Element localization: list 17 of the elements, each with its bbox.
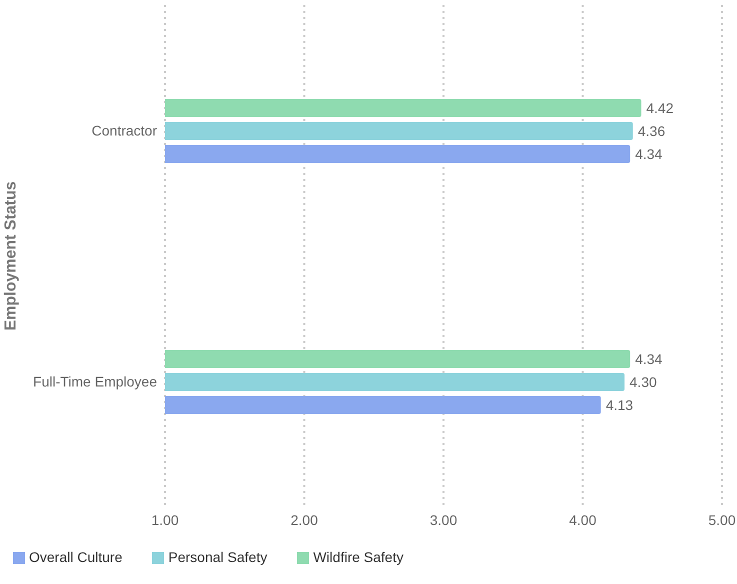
legend-label: Wildfire Safety [313,549,404,565]
data-label: 4.34 [635,146,663,162]
x-tick-label: 5.00 [708,512,736,528]
x-tick-label: 2.00 [290,512,318,528]
data-label: 4.36 [638,123,666,139]
x-tick-label: 1.00 [151,512,179,528]
legend-label: Personal Safety [168,549,268,565]
data-label: 4.13 [606,397,634,413]
y-tick-label: Full-Time Employee [33,373,158,390]
x-tick-label: 3.00 [430,512,458,528]
y-tick-label: Contractor [92,122,158,138]
legend-label: Overall Culture [29,549,122,565]
x-tick-label: 4.00 [569,512,597,528]
y-axis-title: Employment Status [2,181,20,331]
data-label: 4.34 [635,351,663,367]
data-label: 4.30 [630,374,657,390]
data-label: 4.42 [646,100,674,116]
